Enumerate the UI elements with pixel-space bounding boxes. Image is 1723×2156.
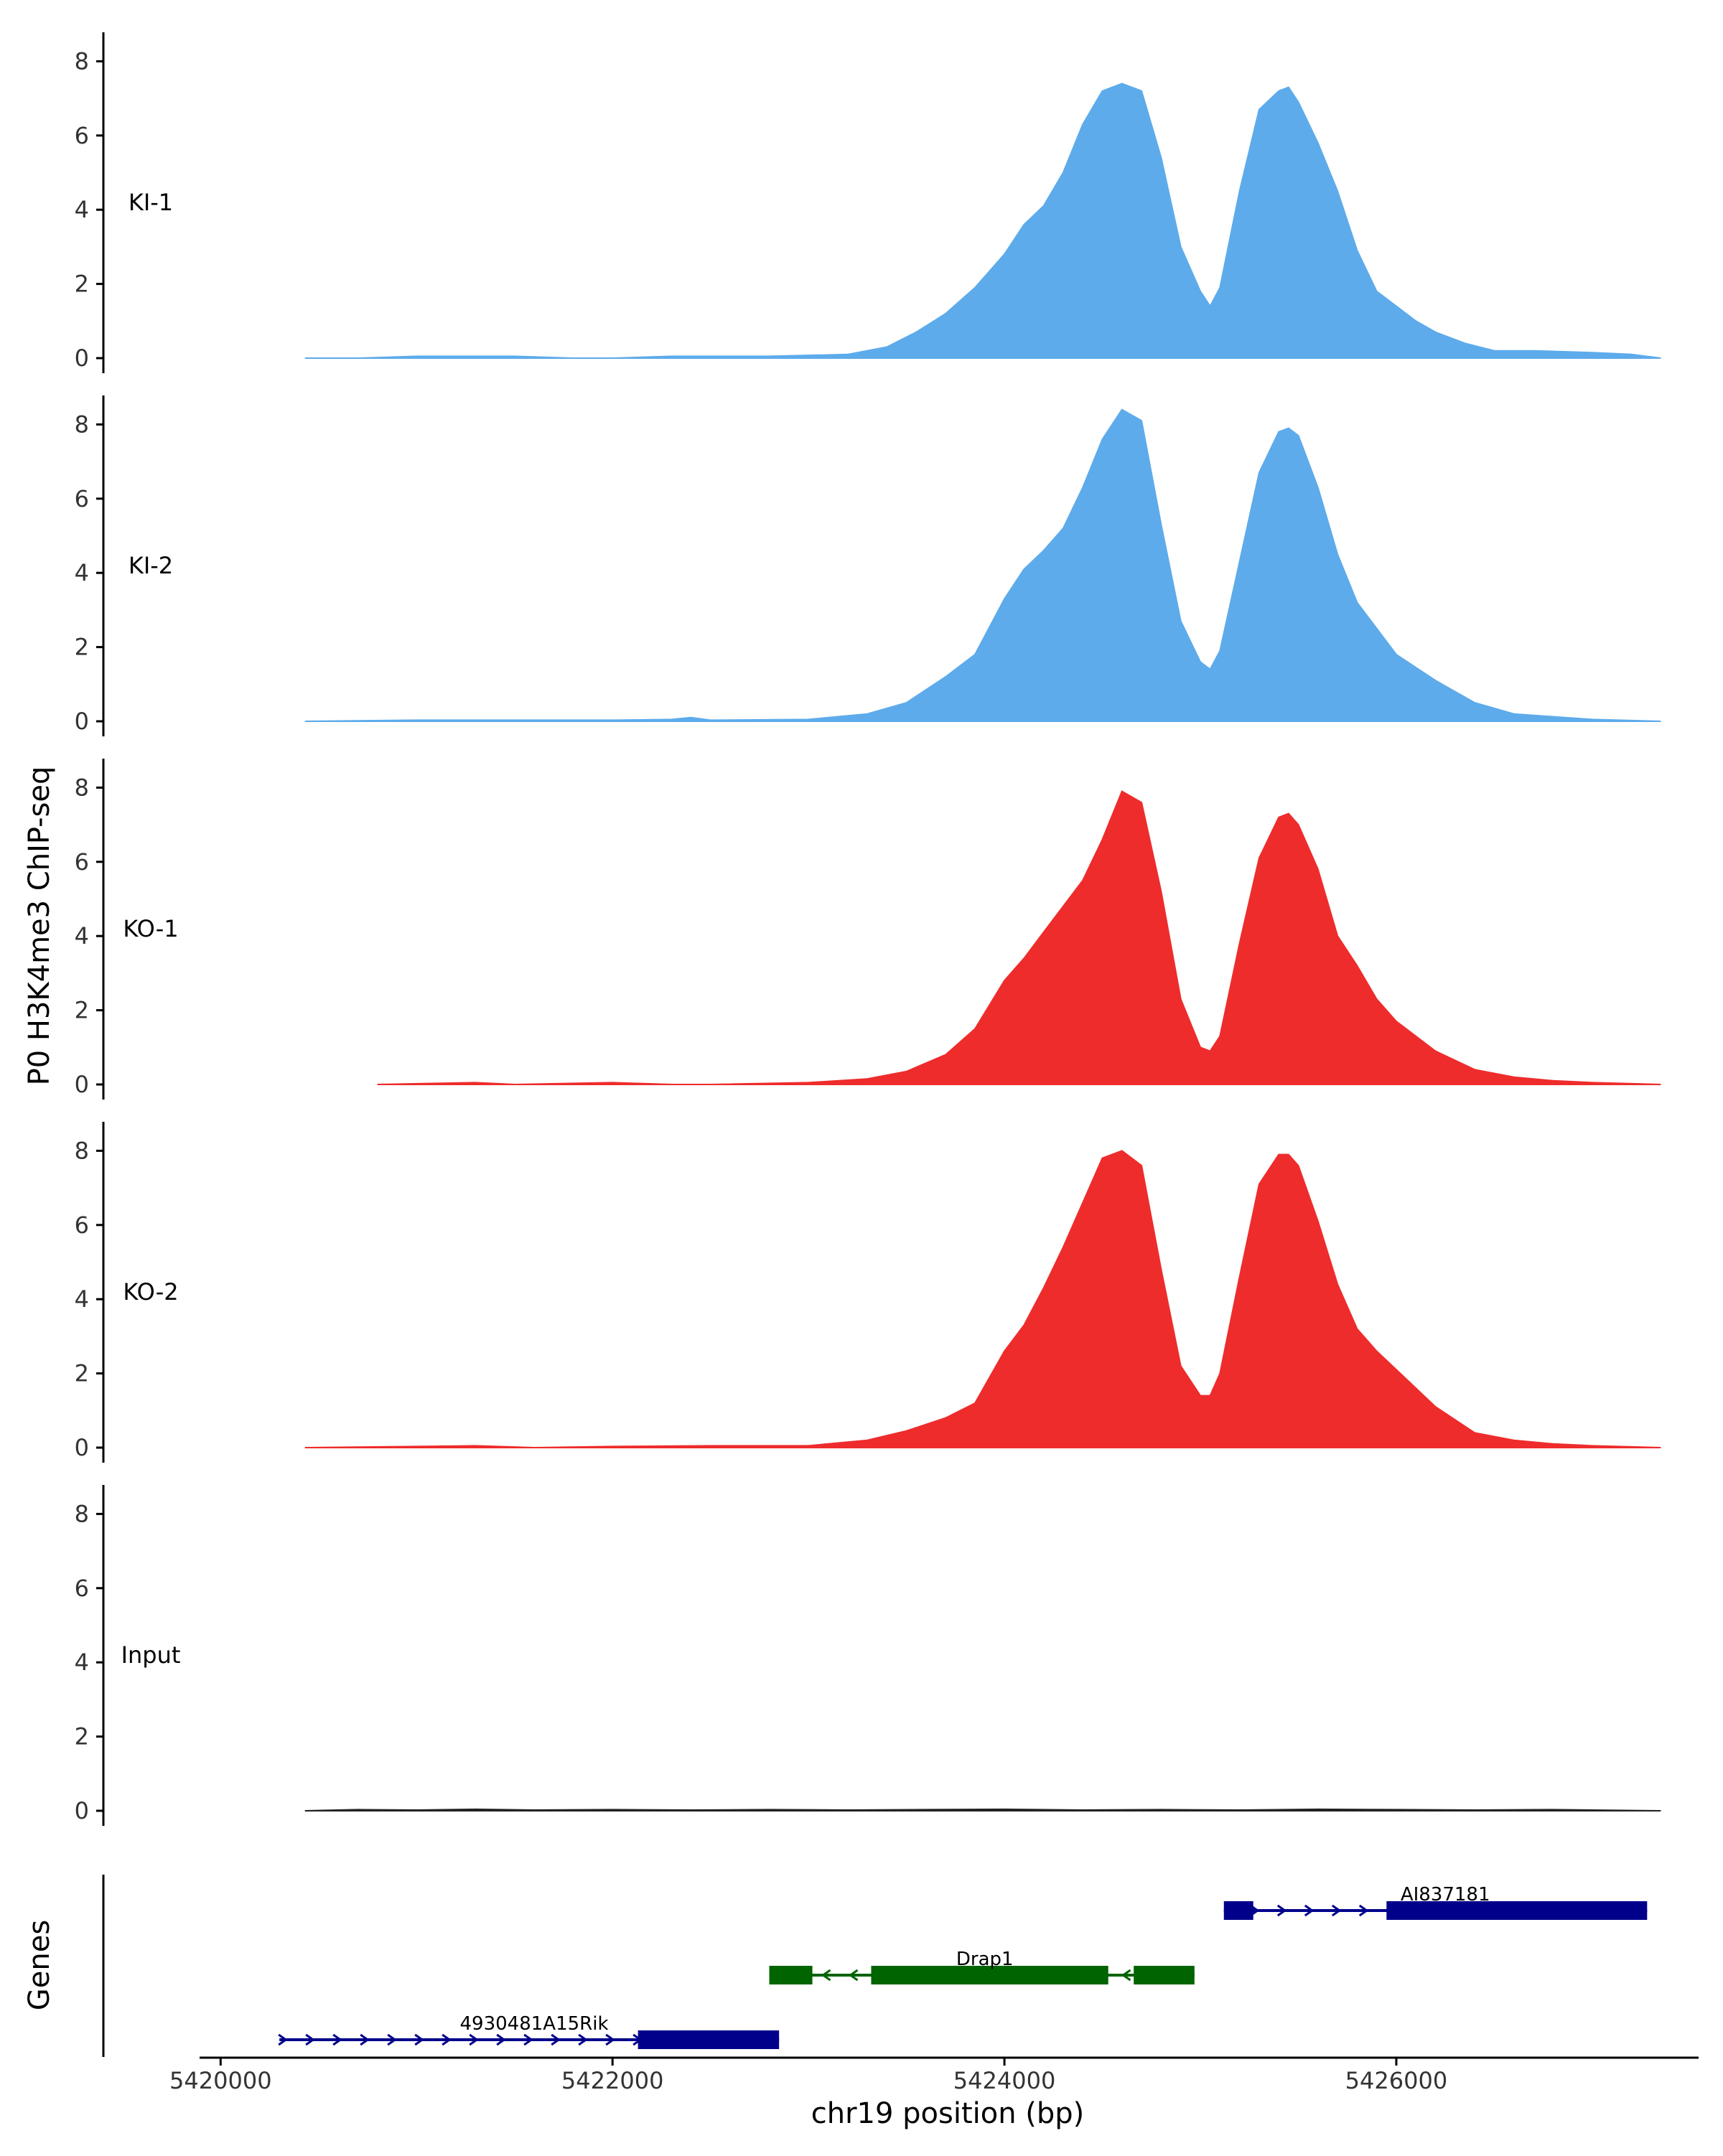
track-label: KO-2 — [123, 1278, 178, 1306]
strand-arrow — [551, 2033, 561, 2046]
strand-arrow — [1276, 1904, 1287, 1917]
gene-exon — [638, 2030, 780, 2049]
strand-arrow — [469, 2033, 479, 2046]
gene-ai837181: AI837181 — [1223, 1884, 1648, 1920]
gene-exon — [769, 1966, 813, 1984]
y-tick-label: 0 — [75, 1071, 89, 1098]
gene-exon — [1223, 1901, 1253, 1920]
y-tick-label: 2 — [75, 997, 89, 1024]
gene-label: 4930481A15Rik — [459, 2013, 608, 2035]
x-tick-label: 5420000 — [169, 2067, 272, 2094]
genes-panel: AI837181 Drap1 4930481A15Rik 5420000 5422000… — [102, 1875, 1699, 2094]
y-tick-label: 4 — [75, 922, 89, 950]
y-tick-label: 2 — [75, 271, 89, 298]
y-tick-label: 4 — [75, 196, 89, 223]
track-label: KI-1 — [129, 189, 173, 216]
track-ki-2: 0 2 4 6 8 KI-2 — [75, 395, 1661, 736]
y-tick-label: 8 — [75, 411, 89, 438]
y-tick-label: 6 — [75, 848, 89, 876]
y-tick-label: 0 — [75, 1797, 89, 1824]
coverage-area — [304, 1150, 1661, 1449]
y-tick-label: 2 — [75, 1723, 89, 1750]
strand-arrow — [1121, 1969, 1131, 1982]
y-tick-label: 4 — [75, 1649, 89, 1676]
x-tick-label: 5422000 — [561, 2067, 664, 2094]
strand-arrow — [848, 1969, 859, 1982]
track-input: 0 2 4 6 8 Input — [75, 1485, 1661, 1826]
coverage-area — [377, 790, 1661, 1086]
y-tick-label: 0 — [75, 708, 89, 735]
y-tick-label: 6 — [75, 1575, 89, 1602]
track-label: KO-1 — [123, 915, 178, 942]
strand-arrow — [278, 2033, 288, 2046]
signal-tracks: 0 2 4 6 8 KI-1 0 2 4 6 8 KI-2 0 2 4 6 8 KO-1 0 2 4 6 8 KO-2 0 2 4 6… — [75, 32, 1661, 1826]
gene-drap1: Drap1 — [769, 1949, 1195, 1984]
gene-exon — [1134, 1966, 1195, 1984]
strand-arrow — [523, 2033, 533, 2046]
y-tick-label: 0 — [75, 1434, 89, 1461]
y-tick-label: 2 — [75, 634, 89, 661]
track-ki-1: 0 2 4 6 8 KI-1 — [75, 32, 1661, 373]
strand-arrow — [821, 1969, 831, 1982]
y-tick-label: 8 — [75, 774, 89, 801]
gene-4930481a15rik: 4930481A15Rik — [278, 2013, 780, 2049]
strand-arrow — [605, 2033, 615, 2046]
y-tick-label: 6 — [75, 485, 89, 512]
coverage-area — [304, 83, 1661, 359]
y-tick-label: 8 — [75, 1500, 89, 1527]
y-tick-label: 4 — [75, 559, 89, 586]
track-label: KI-2 — [129, 552, 173, 579]
strand-arrow — [305, 2033, 315, 2046]
strand-arrow — [578, 2033, 588, 2046]
x-tick-label: 5424000 — [953, 2067, 1056, 2094]
strand-arrow — [414, 2033, 424, 2046]
gene-label: Drap1 — [956, 1949, 1014, 1970]
y-tick-label: 2 — [75, 1360, 89, 1387]
strand-arrow — [360, 2033, 370, 2046]
gene-label: AI837181 — [1401, 1884, 1490, 1906]
gene-exon — [871, 1966, 1108, 1984]
coverage-area — [304, 408, 1661, 722]
gene-exon — [1386, 1901, 1648, 1920]
strand-arrow — [1331, 1904, 1342, 1917]
strand-arrow — [496, 2033, 506, 2046]
y-tick-label: 4 — [75, 1285, 89, 1313]
strand-arrow — [387, 2033, 397, 2046]
strand-arrow — [442, 2033, 452, 2046]
y-tick-label: 8 — [75, 1137, 89, 1164]
y-axis-title: P0 H3K4me3 ChIP-seq — [23, 767, 56, 1086]
strand-arrow — [332, 2033, 342, 2046]
y-tick-label: 6 — [75, 122, 89, 149]
track-ko-2: 0 2 4 6 8 KO-2 — [75, 1122, 1661, 1463]
y-tick-label: 6 — [75, 1211, 89, 1239]
y-tick-label: 0 — [75, 345, 89, 372]
coverage-area — [304, 1808, 1661, 1811]
track-label: Input — [121, 1641, 181, 1669]
track-ko-1: 0 2 4 6 8 KO-1 — [75, 759, 1661, 1100]
strand-arrow — [1304, 1904, 1315, 1917]
x-tick-label: 5426000 — [1345, 2067, 1448, 2094]
x-axis-title: chr19 position (bp) — [811, 2097, 1085, 2130]
strand-arrow — [1358, 1904, 1369, 1917]
genes-axis-title: Genes — [23, 1920, 56, 2010]
y-tick-label: 8 — [75, 47, 89, 75]
x-axis: 5420000 5422000 5424000 5426000 — [169, 2056, 1699, 2094]
